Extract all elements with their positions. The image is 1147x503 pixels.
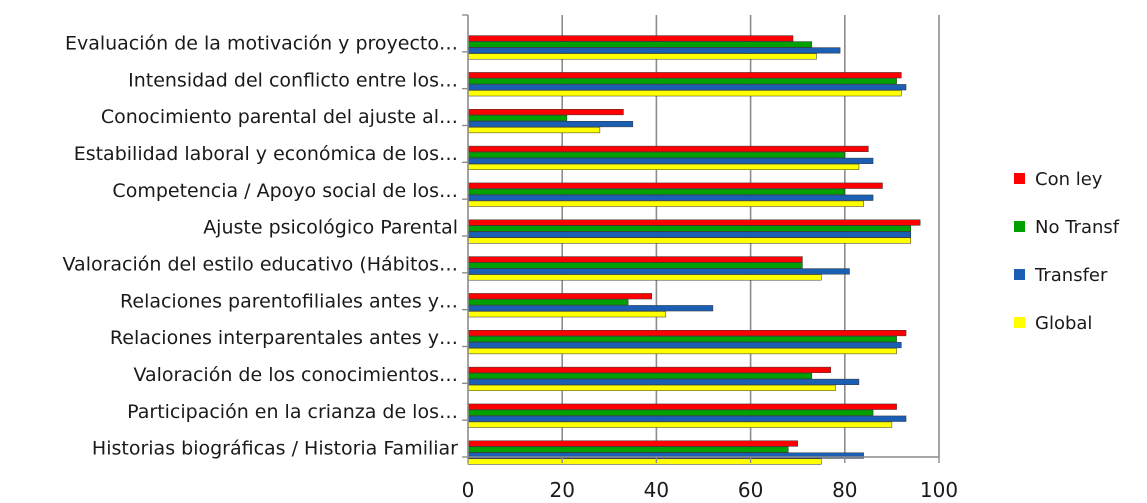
bars-area [467, 35, 921, 465]
bar-transfer [467, 415, 907, 422]
bar-no-transf [467, 409, 874, 416]
bar-transfer [467, 194, 874, 201]
category-label: Estabilidad laboral y económica de los… [74, 143, 458, 165]
bar-no-transf [467, 446, 789, 453]
legend-label: Transfer [1034, 265, 1108, 286]
legend-label: Global [1035, 313, 1092, 334]
x-tick-label: 100 [920, 478, 958, 502]
bar-global [467, 458, 822, 465]
category-label: Relaciones parentofiliales antes y… [120, 290, 458, 312]
category-label: Valoración del estilo educativo (Hábitos… [63, 253, 458, 275]
bar-no-transf [467, 78, 897, 85]
bar-no-transf [467, 151, 846, 158]
bar-global [467, 90, 902, 97]
bar-con-ley [467, 219, 921, 226]
bar-con-ley [467, 440, 798, 447]
bar-transfer [467, 157, 874, 164]
bar-con-ley [467, 35, 794, 42]
bar-no-transf [467, 336, 897, 343]
x-tick-label: 80 [832, 478, 857, 502]
bar-con-ley [467, 109, 624, 116]
category-label: Historias biográficas / Historia Familia… [92, 438, 458, 460]
bar-con-ley [467, 72, 902, 79]
legend-swatch [1014, 317, 1025, 328]
legend-label: No Transf [1035, 217, 1120, 238]
bar-global [467, 348, 897, 355]
bar-transfer [467, 231, 911, 238]
bar-con-ley [467, 403, 897, 410]
category-label: Valoración de los conocimientos… [133, 364, 458, 386]
bar-transfer [467, 305, 714, 312]
bar-no-transf [467, 41, 813, 48]
bar-no-transf [467, 299, 629, 306]
bar-no-transf [467, 115, 568, 122]
bar-global [467, 274, 822, 281]
bar-con-ley [467, 366, 831, 373]
bar-con-ley [467, 293, 652, 300]
category-label: Ajuste psicológico Parental [203, 217, 458, 239]
bar-con-ley [467, 182, 883, 189]
bar-no-transf [467, 188, 846, 195]
x-tick-label: 0 [462, 478, 475, 502]
bar-transfer [467, 378, 860, 385]
bar-con-ley [467, 256, 803, 263]
category-label: Conocimiento parental del ajuste al… [101, 106, 458, 128]
bar-global [467, 421, 893, 428]
category-label: Relaciones interparentales antes y… [110, 327, 458, 349]
bar-con-ley [467, 330, 907, 337]
category-label: Participación en la crianza de los… [127, 401, 458, 423]
legend: Con ley No Transf Transfer Global [1014, 169, 1120, 334]
category-label: Competencia / Apoyo social de los… [112, 180, 458, 202]
bar-global [467, 237, 911, 244]
bar-no-transf [467, 372, 813, 379]
bar-global [467, 311, 667, 318]
bar-transfer [467, 84, 907, 91]
bar-global [467, 127, 601, 134]
bar-transfer [467, 121, 634, 128]
bar-global [467, 200, 864, 207]
bar-global [467, 384, 836, 391]
bar-global [467, 53, 817, 60]
category-label: Intensidad del conflicto entre los… [128, 69, 458, 91]
axes [462, 14, 940, 463]
bar-no-transf [467, 262, 803, 269]
bar-con-ley [467, 145, 869, 152]
x-tick-label: 40 [644, 478, 669, 502]
bar-no-transf [467, 225, 911, 232]
x-tick-label: 20 [549, 478, 574, 502]
legend-label: Con ley [1035, 169, 1103, 190]
legend-swatch [1014, 221, 1025, 232]
bar-transfer [467, 47, 841, 54]
legend-swatch [1014, 173, 1025, 184]
bar-transfer [467, 268, 850, 275]
bar-global [467, 163, 860, 170]
bar-transfer [467, 342, 902, 349]
x-tick-labels: 0 20 40 60 80 100 [462, 478, 958, 502]
category-label: Evaluación de la motivación y proyecto… [65, 32, 458, 54]
category-labels: Evaluación de la motivación y proyecto… I… [63, 32, 459, 459]
legend-swatch [1014, 269, 1025, 280]
x-tick-label: 60 [738, 478, 763, 502]
